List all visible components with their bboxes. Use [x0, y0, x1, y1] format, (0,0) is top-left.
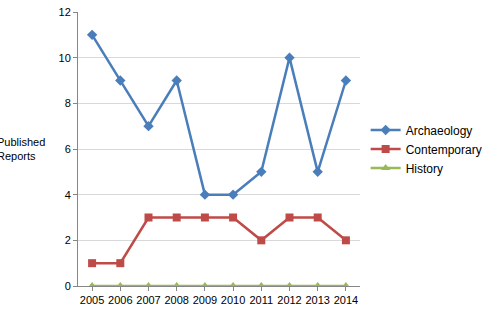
svg-text:8: 8 — [65, 97, 71, 109]
svg-text:2014: 2014 — [334, 294, 358, 306]
svg-text:Archaeology: Archaeology — [406, 124, 473, 138]
svg-text:2007: 2007 — [136, 294, 160, 306]
svg-text:Contemporary: Contemporary — [406, 143, 482, 157]
svg-text:12: 12 — [59, 6, 71, 18]
svg-text:2005: 2005 — [80, 294, 104, 306]
svg-text:2: 2 — [65, 234, 71, 246]
svg-text:2012: 2012 — [277, 294, 301, 306]
svg-text:0: 0 — [65, 280, 71, 292]
svg-text:2006: 2006 — [108, 294, 132, 306]
svg-text:History: History — [406, 162, 443, 176]
svg-text:2009: 2009 — [193, 294, 217, 306]
svg-text:10: 10 — [59, 52, 71, 64]
svg-text:2010: 2010 — [221, 294, 245, 306]
svg-text:2008: 2008 — [164, 294, 188, 306]
svg-text:PublishedReports: PublishedReports — [0, 136, 45, 162]
svg-text:6: 6 — [65, 143, 71, 155]
svg-text:2013: 2013 — [305, 294, 329, 306]
svg-text:2011: 2011 — [249, 294, 273, 306]
svg-text:4: 4 — [65, 189, 71, 201]
